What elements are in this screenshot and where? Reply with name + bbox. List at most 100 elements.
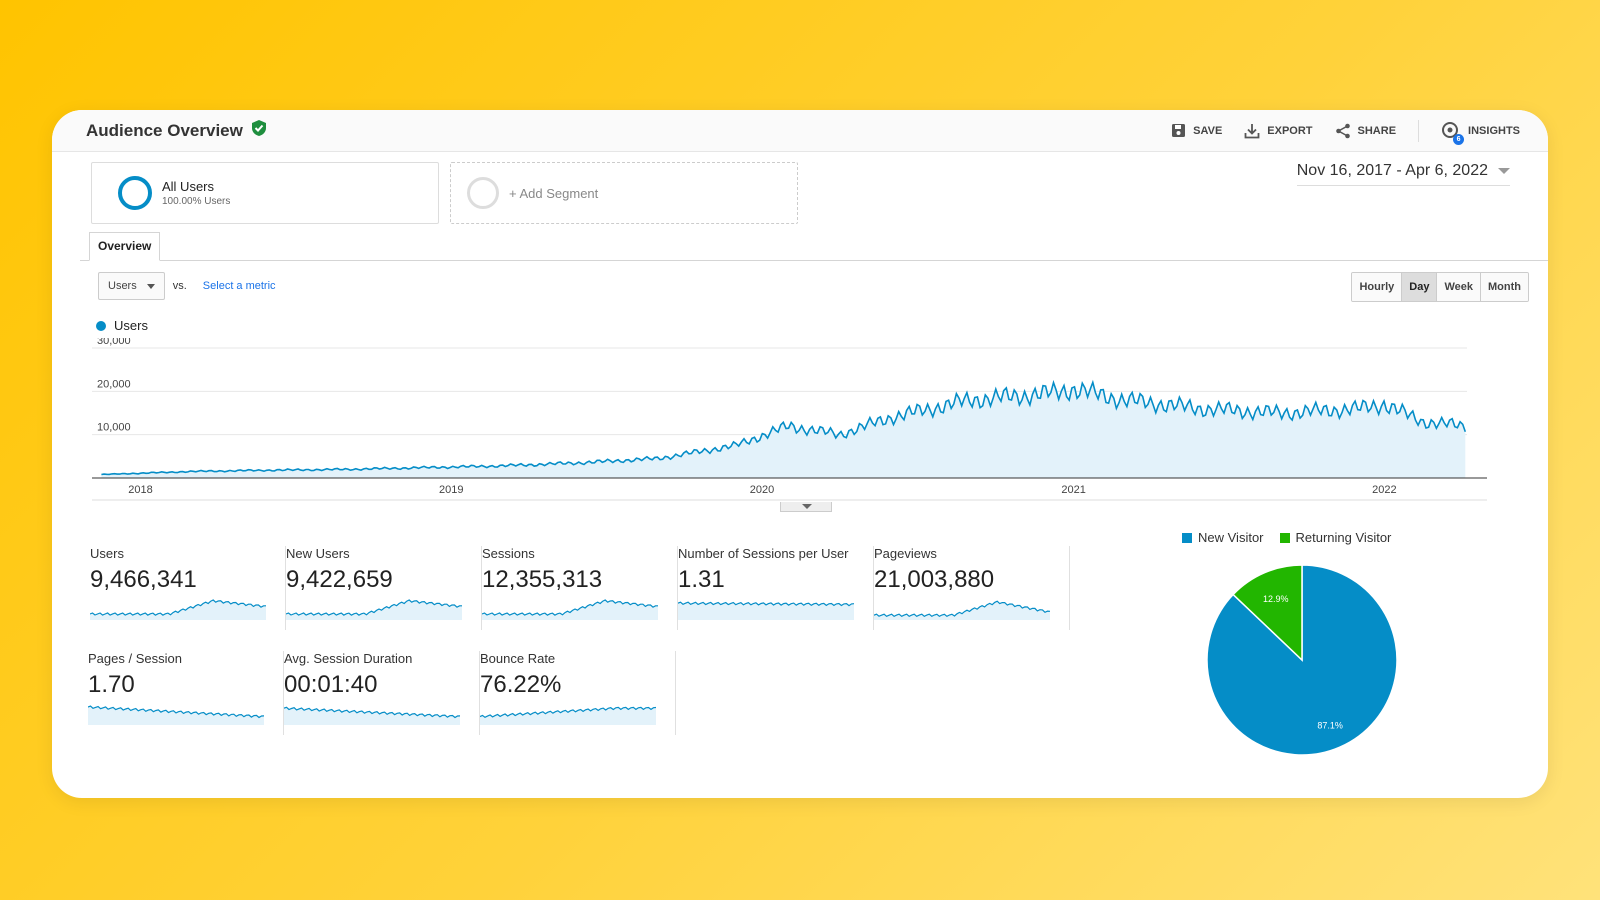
metric-value: 9,422,659 [286, 566, 393, 593]
new-visitor-swatch [1182, 532, 1192, 543]
share-button[interactable]: SHARE [1335, 123, 1397, 139]
sparkline-line [874, 600, 1050, 618]
metric-tile-sessions-per-user[interactable]: Number of Sessions per User 1.31 [678, 546, 874, 630]
share-label: SHARE [1357, 124, 1397, 137]
users-series-line [101, 379, 1467, 476]
tab-bar: Overview [80, 232, 1548, 261]
sparkline-area [874, 601, 1050, 620]
date-range-picker[interactable]: Nov 16, 2017 - Apr 6, 2022 [1296, 162, 1510, 186]
metric-tile-avg-session-duration[interactable]: Avg. Session Duration 00:01:40 [284, 651, 480, 735]
sparkline-area [88, 706, 264, 725]
metric-label: Pageviews [874, 546, 937, 561]
chart-collapse-handle[interactable] [780, 502, 832, 512]
metric-tile-sessions[interactable]: Sessions 12,355,313 [482, 546, 678, 630]
metric-tile-users[interactable]: Users 9,466,341 [90, 546, 286, 630]
legend-label: New Visitor [1198, 530, 1264, 545]
returning-visitor-swatch [1279, 532, 1290, 543]
granularity-hourly[interactable]: Hourly [1352, 273, 1403, 301]
audience-overview-panel: Audience Overview SAVE EXPORT [52, 110, 1548, 798]
metric-label: Users [90, 546, 124, 561]
segment-all-users[interactable]: All Users 100.00% Users [91, 162, 439, 224]
sparkline [480, 706, 656, 725]
metric-tile-bounce-rate[interactable]: Bounce Rate 76.22% [480, 651, 676, 735]
metric-tile-pageviews[interactable]: Pageviews 21,003,880 [874, 546, 1070, 630]
chevron-down-icon [1498, 168, 1510, 174]
insights-bulb-icon: 6 [1441, 121, 1465, 145]
sparkline-line [678, 601, 854, 607]
sparkline [90, 599, 266, 620]
metric-label: Number of Sessions per User [678, 546, 849, 561]
download-icon [1244, 123, 1260, 139]
legend-label: Users [114, 318, 148, 333]
metric-value: 12,355,313 [482, 566, 603, 593]
granularity-week[interactable]: Week [1437, 273, 1482, 301]
insights-count-badge: 6 [1453, 133, 1465, 145]
chart-legend: Users [96, 318, 148, 333]
date-range-text: Nov 16, 2017 - Apr 6, 2022 [1296, 162, 1488, 179]
metric-dropdown-value: Users [108, 280, 137, 292]
y-tick-label: 10,000 [97, 422, 131, 434]
metric-label: Sessions [482, 546, 535, 561]
sparkline [88, 705, 264, 725]
save-button[interactable]: SAVE [1171, 123, 1222, 138]
save-label: SAVE [1193, 124, 1223, 137]
metric-label: Avg. Session Duration [284, 651, 413, 666]
add-segment-label: + Add Segment [509, 185, 599, 201]
pie-slice-returning-visitor [1232, 564, 1303, 662]
legend-item-new-visitor[interactable]: New Visitor [1182, 530, 1264, 545]
add-segment-button[interactable]: + Add Segment [450, 162, 798, 224]
granularity-month[interactable]: Month [1481, 273, 1528, 301]
export-label: EXPORT [1267, 124, 1313, 137]
sparkline-area [284, 707, 460, 725]
sparkline-line [90, 599, 266, 616]
verified-shield-icon [251, 119, 267, 142]
select-metric-link[interactable]: Select a metric [202, 280, 276, 292]
metric-tile-new-users[interactable]: New Users 9,422,659 [286, 546, 482, 630]
page-title: Audience Overview [86, 120, 243, 140]
sparkline-line [482, 599, 658, 616]
y-tick-label: 20,000 [97, 378, 131, 390]
sparkline [482, 599, 658, 620]
x-tick-label: 2019 [439, 484, 463, 496]
sparkline-line [286, 599, 462, 616]
segment-title: All Users [162, 179, 215, 194]
sparkline-area [286, 600, 462, 620]
x-tick-label: 2022 [1372, 484, 1396, 496]
sparkline-area [480, 707, 656, 725]
empty-segment-ring-icon [467, 177, 499, 209]
sparkline-line [88, 705, 264, 719]
export-button[interactable]: EXPORT [1244, 123, 1313, 139]
y-tick-label: 30,000 [97, 338, 131, 347]
metric-selector-row: Users vs. Select a metric [98, 272, 276, 300]
segment-subtitle: 100.00% Users [162, 196, 231, 207]
legend-item-returning-visitor[interactable]: Returning Visitor [1279, 530, 1392, 545]
metric-tile-pages-per-session[interactable]: Pages / Session 1.70 [88, 651, 284, 735]
sparkline [678, 601, 854, 620]
tab-overview[interactable]: Overview [89, 232, 161, 261]
granularity-day[interactable]: Day [1402, 273, 1438, 301]
metric-label: Pages / Session [88, 651, 182, 666]
sparkline-line [480, 706, 656, 718]
legend-dot [96, 320, 106, 331]
visitor-type-pie-chart: 87.1% 12.9% [1206, 564, 1398, 756]
metric-label: Bounce Rate [480, 651, 556, 666]
users-timeline-chart: 30,000 20,000 10,000 2018 2019 2020 2021 2022 [92, 338, 1487, 501]
metric-value: 1.70 [88, 671, 135, 698]
sparkline [286, 599, 462, 620]
sparkline-line [284, 706, 460, 719]
x-tick-label: 2021 [1061, 484, 1085, 496]
metric-label: New Users [286, 546, 350, 561]
insights-button[interactable]: 6 INSIGHTS [1441, 121, 1520, 145]
sparkline [874, 600, 1050, 620]
metric-dropdown[interactable]: Users [98, 272, 165, 300]
pie-slice-label: 87.1% [1317, 720, 1343, 730]
vs-label: vs. [172, 280, 187, 292]
dropdown-caret-icon [146, 283, 155, 289]
metric-value: 21,003,880 [874, 566, 995, 593]
x-tick-label: 2018 [128, 484, 152, 496]
legend-label: Returning Visitor [1295, 530, 1392, 545]
pie-slice-label: 12.9% [1263, 594, 1289, 604]
sparkline-area [678, 602, 854, 620]
insights-label: INSIGHTS [1468, 124, 1520, 137]
report-header: Audience Overview SAVE EXPORT [52, 110, 1548, 152]
